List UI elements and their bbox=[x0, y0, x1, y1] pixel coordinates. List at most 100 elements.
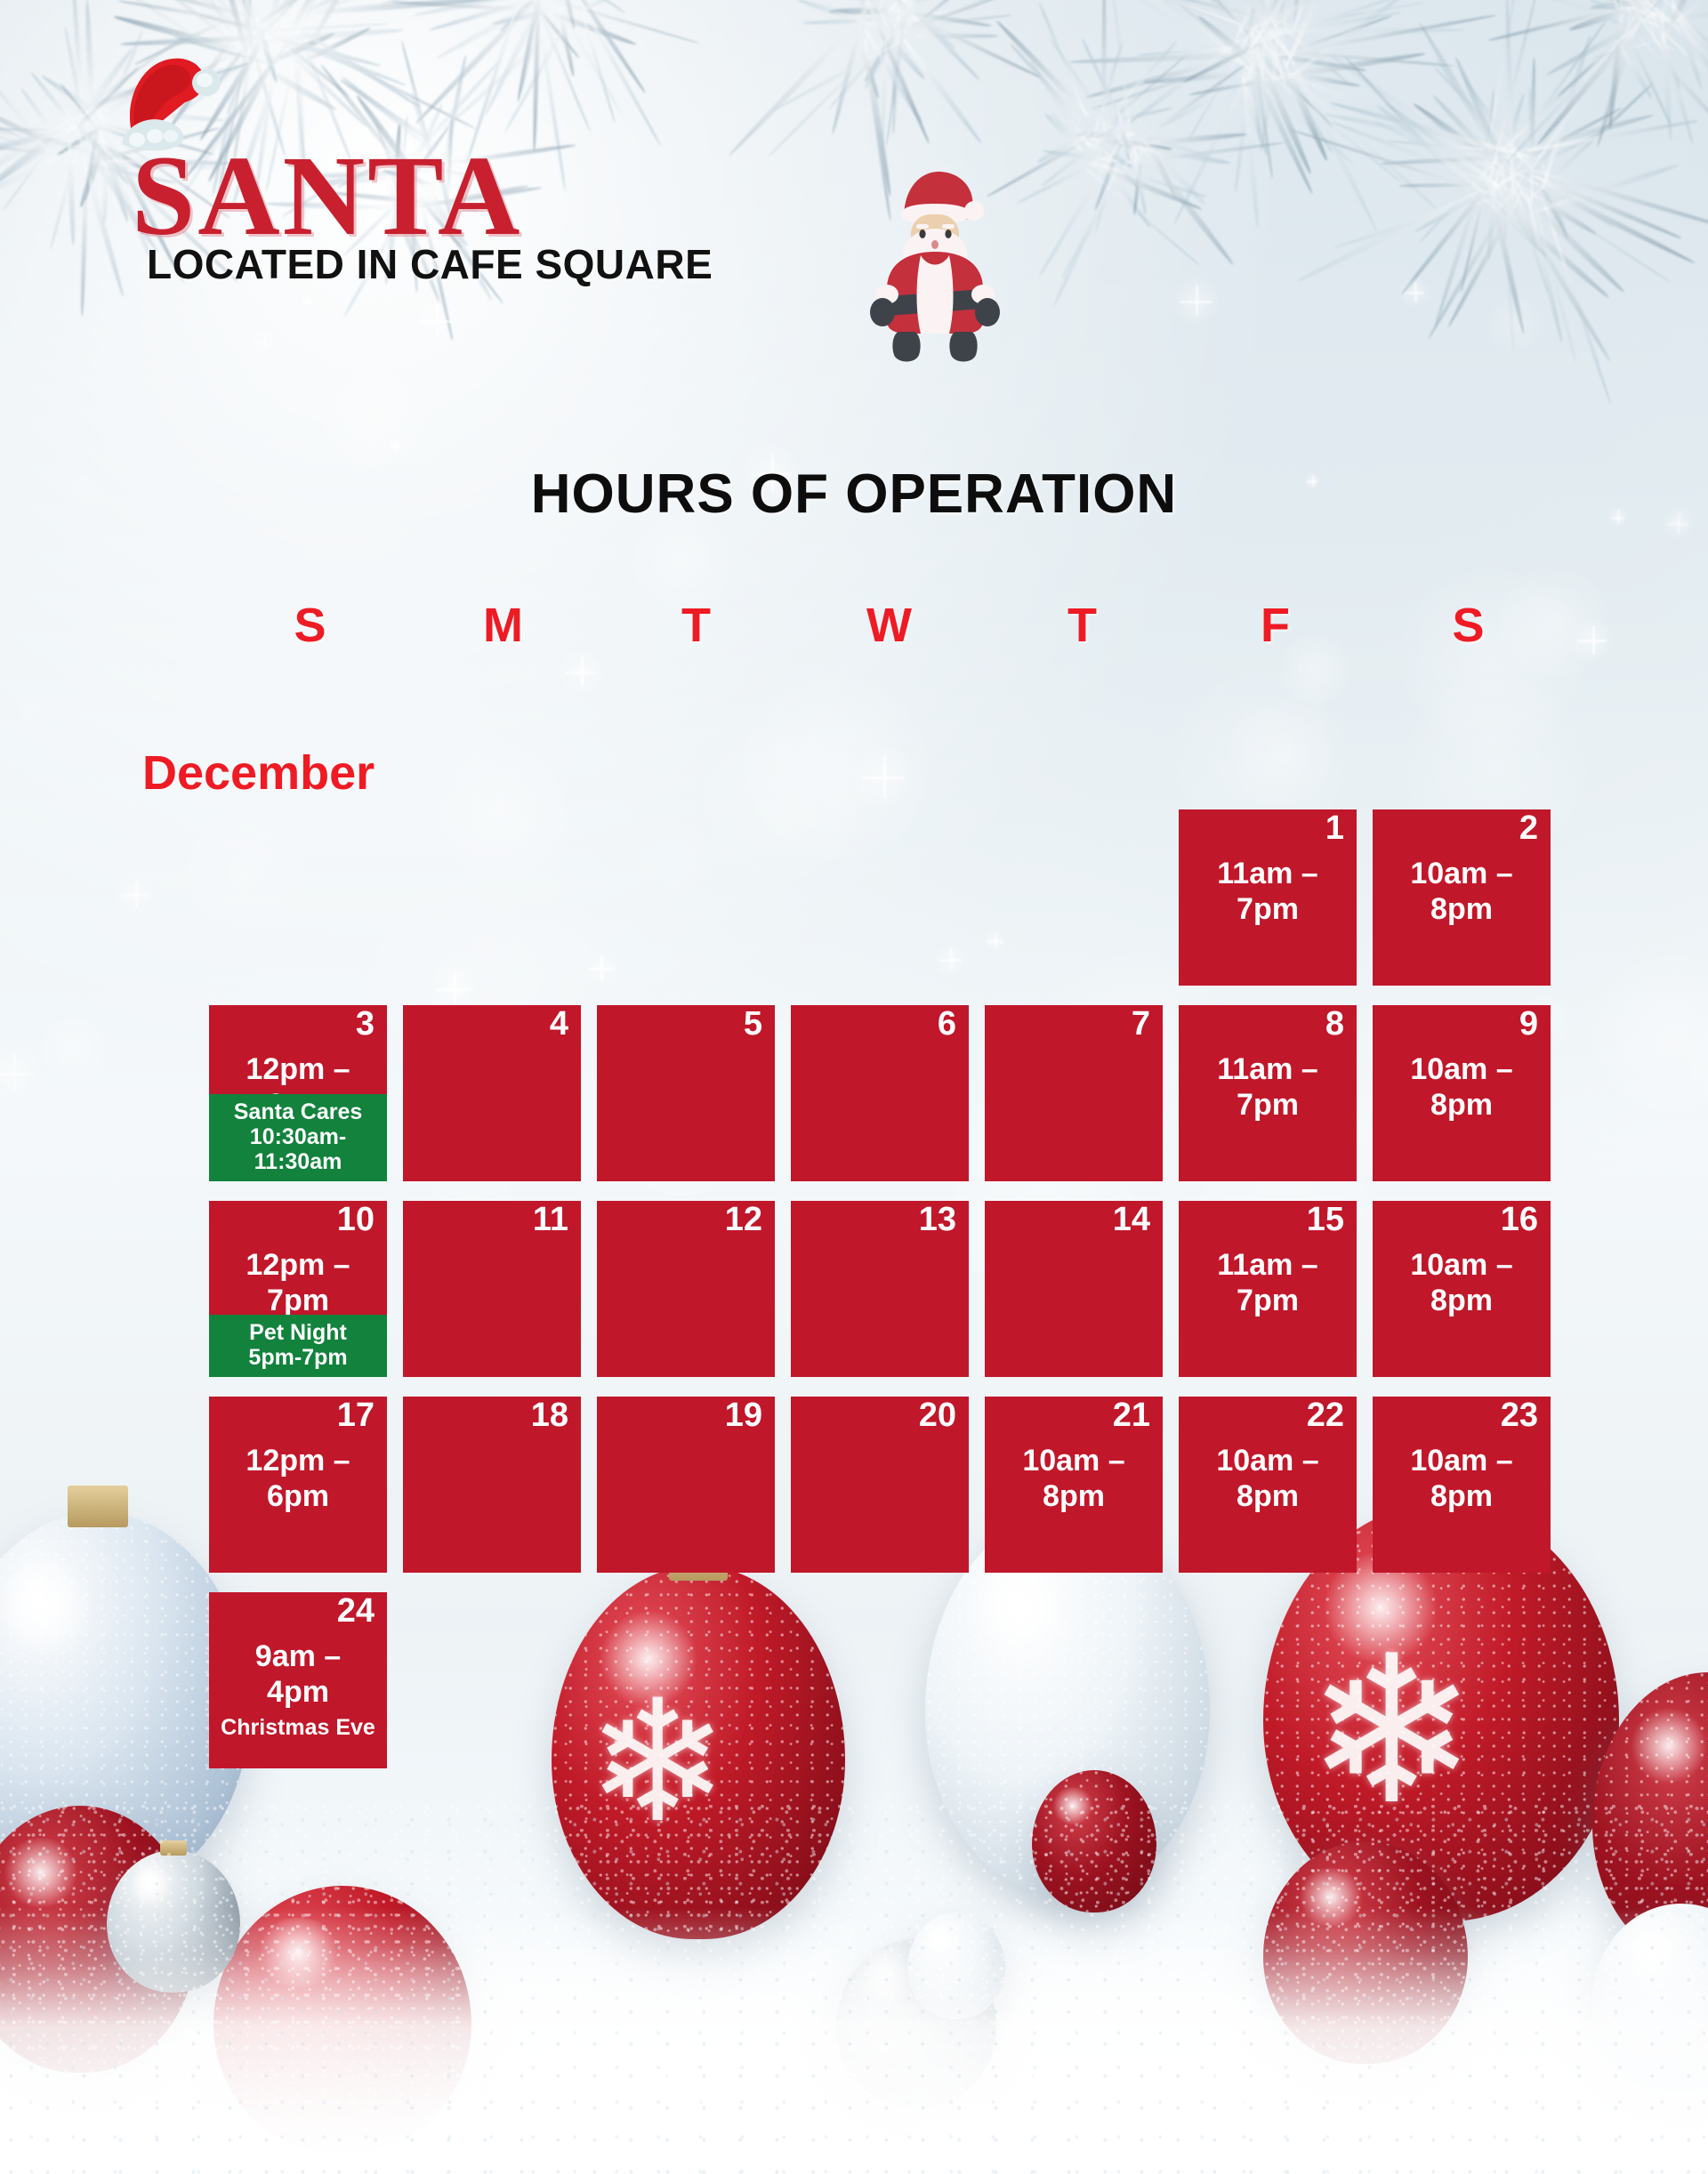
snow-texture bbox=[0, 1800, 1708, 2174]
day-number: 12 bbox=[724, 1201, 762, 1238]
day-number: 1 bbox=[1325, 809, 1344, 847]
day-number: 5 bbox=[743, 1005, 762, 1043]
calendar-empty-slot bbox=[403, 1592, 581, 1768]
day-number: 14 bbox=[1112, 1201, 1150, 1238]
calendar-day-cell[interactable]: 24 9am – 4pm Christmas Eve bbox=[209, 1592, 387, 1768]
day-number: 2 bbox=[1519, 809, 1538, 847]
calendar-empty-slot bbox=[1179, 1592, 1357, 1768]
calendar-week-row: 24 9am – 4pm Christmas Eve bbox=[209, 1592, 1570, 1768]
calendar-empty-slot bbox=[597, 1592, 775, 1768]
calendar-empty-slot bbox=[791, 809, 969, 986]
calendar-empty-slot bbox=[985, 809, 1163, 986]
day-of-week-label: M bbox=[483, 599, 523, 652]
event-banner[interactable]: Santa Cares 10:30am-11:30am bbox=[209, 1094, 387, 1181]
calendar-day-cell[interactable]: 12 bbox=[597, 1201, 775, 1377]
calendar-day-cell[interactable]: 7 bbox=[985, 1005, 1163, 1181]
day-of-week-label: F bbox=[1261, 599, 1290, 652]
day-hours: 12pm – 6pm bbox=[246, 1052, 350, 1122]
calendar-day-cell[interactable]: 19 bbox=[597, 1397, 775, 1573]
calendar-day-cell[interactable]: 4 bbox=[403, 1005, 581, 1181]
calendar-day-cell[interactable]: 13 bbox=[791, 1201, 969, 1377]
calendar-day-cell[interactable]: 23 10am – 8pm bbox=[1373, 1397, 1551, 1573]
day-hours: 10am – 8pm bbox=[1410, 1052, 1513, 1123]
brand-logo: SANTA LOCATED IN CAFE SQUARE bbox=[98, 43, 756, 287]
day-number: 9 bbox=[1519, 1005, 1538, 1043]
calendar-day-cell[interactable]: 16 10am – 8pm bbox=[1373, 1201, 1551, 1377]
calendar-day-cell[interactable]: 14 bbox=[985, 1201, 1163, 1377]
calendar-day-cell[interactable]: 15 11am – 7pm bbox=[1179, 1201, 1357, 1377]
calendar-week-row: 10 12pm – 7pm Pet Night 5pm-7pm 11 12 13 14 15 11… bbox=[209, 1201, 1570, 1377]
day-hours: 12pm – 6pm bbox=[246, 1444, 350, 1514]
wordmark-text: SANTA bbox=[132, 133, 523, 259]
day-number: 3 bbox=[355, 1005, 375, 1043]
day-number: 21 bbox=[1112, 1397, 1150, 1434]
calendar-day-cell[interactable]: 6 bbox=[791, 1005, 969, 1181]
day-number: 13 bbox=[918, 1201, 956, 1238]
tagline-text: LOCATED IN CAFE SQUARE bbox=[147, 241, 713, 287]
day-hours: 11am – 7pm bbox=[1217, 857, 1318, 927]
event-banner-time: 10:30am-11:30am bbox=[249, 1124, 347, 1174]
day-hours: 9am – 4pm bbox=[254, 1639, 342, 1710]
event-banner-time: 5pm-7pm bbox=[248, 1345, 348, 1370]
day-number: 17 bbox=[336, 1397, 375, 1434]
calendar-day-cell[interactable]: 18 bbox=[403, 1397, 581, 1573]
snow-drift bbox=[0, 1907, 1708, 2174]
event-banner-title: Pet Night bbox=[249, 1320, 347, 1345]
day-number: 8 bbox=[1325, 1005, 1344, 1043]
day-of-week-label: S bbox=[1452, 599, 1485, 652]
event-banner[interactable]: Pet Night 5pm-7pm bbox=[209, 1315, 387, 1377]
calendar-empty-slot bbox=[985, 1592, 1163, 1768]
page-title: HOURS OF OPERATION bbox=[530, 463, 1178, 525]
calendar-week-row: 17 12pm – 6pm 18 19 20 21 10am – 8pm 22 10am – 8… bbox=[209, 1397, 1570, 1573]
day-number: 20 bbox=[918, 1397, 956, 1434]
santa-hat-icon bbox=[122, 58, 221, 151]
day-note: Christmas Eve bbox=[221, 1715, 375, 1741]
calendar-week-row: 1 11am – 7pm 2 10am – 8pm bbox=[209, 809, 1570, 986]
day-number: 19 bbox=[724, 1397, 762, 1434]
day-hours: 11am – 7pm bbox=[1217, 1052, 1318, 1123]
calendar-day-cell[interactable]: 8 11am – 7pm bbox=[1179, 1005, 1357, 1181]
calendar-empty-slot bbox=[209, 809, 387, 986]
calendar-day-cell[interactable]: 2 10am – 8pm bbox=[1373, 809, 1551, 986]
day-of-week-label: S bbox=[294, 599, 326, 652]
event-banner-title: Santa Cares bbox=[233, 1099, 363, 1124]
day-number: 11 bbox=[532, 1201, 568, 1238]
calendar-day-cell[interactable]: 17 12pm – 6pm bbox=[209, 1397, 387, 1573]
calendar-day-cell[interactable]: 20 bbox=[791, 1397, 969, 1573]
day-number: 7 bbox=[1131, 1005, 1150, 1043]
day-hours: 10am – 8pm bbox=[1216, 1444, 1319, 1514]
day-number: 23 bbox=[1500, 1397, 1538, 1434]
day-number: 15 bbox=[1306, 1201, 1344, 1238]
day-hours: 11am – 7pm bbox=[1217, 1248, 1318, 1318]
day-number: 24 bbox=[336, 1592, 375, 1630]
day-hours: 10am – 8pm bbox=[1410, 1444, 1513, 1514]
day-of-week-label: W bbox=[866, 599, 912, 652]
day-hours: 10am – 8pm bbox=[1022, 1444, 1125, 1514]
day-hours: 12pm – 7pm bbox=[246, 1248, 350, 1318]
calendar-day-cell[interactable]: 5 bbox=[597, 1005, 775, 1181]
month-label: December bbox=[142, 746, 375, 800]
day-number: 16 bbox=[1500, 1201, 1538, 1238]
calendar-empty-slot bbox=[1373, 1592, 1551, 1768]
calendar-empty-slot bbox=[791, 1592, 969, 1768]
calendar-day-cell[interactable]: 9 10am – 8pm bbox=[1373, 1005, 1551, 1181]
calendar-day-cell[interactable]: 21 10am – 8pm bbox=[985, 1397, 1163, 1573]
calendar-day-cell[interactable]: 22 10am – 8pm bbox=[1179, 1397, 1357, 1573]
calendar-day-cell[interactable]: 1 11am – 7pm bbox=[1179, 809, 1357, 986]
santa-figure-icon bbox=[870, 172, 1000, 362]
calendar-empty-slot bbox=[403, 809, 581, 986]
day-number: 22 bbox=[1306, 1397, 1344, 1434]
calendar-empty-slot bbox=[597, 809, 775, 986]
day-number: 10 bbox=[336, 1201, 375, 1238]
day-number: 18 bbox=[530, 1397, 568, 1434]
calendar-day-cell[interactable]: 10 12pm – 7pm Pet Night 5pm-7pm bbox=[209, 1201, 387, 1377]
day-hours: 10am – 8pm bbox=[1410, 1248, 1513, 1318]
day-of-week-label: T bbox=[1068, 599, 1097, 652]
calendar-day-cell[interactable]: 11 bbox=[403, 1201, 581, 1377]
